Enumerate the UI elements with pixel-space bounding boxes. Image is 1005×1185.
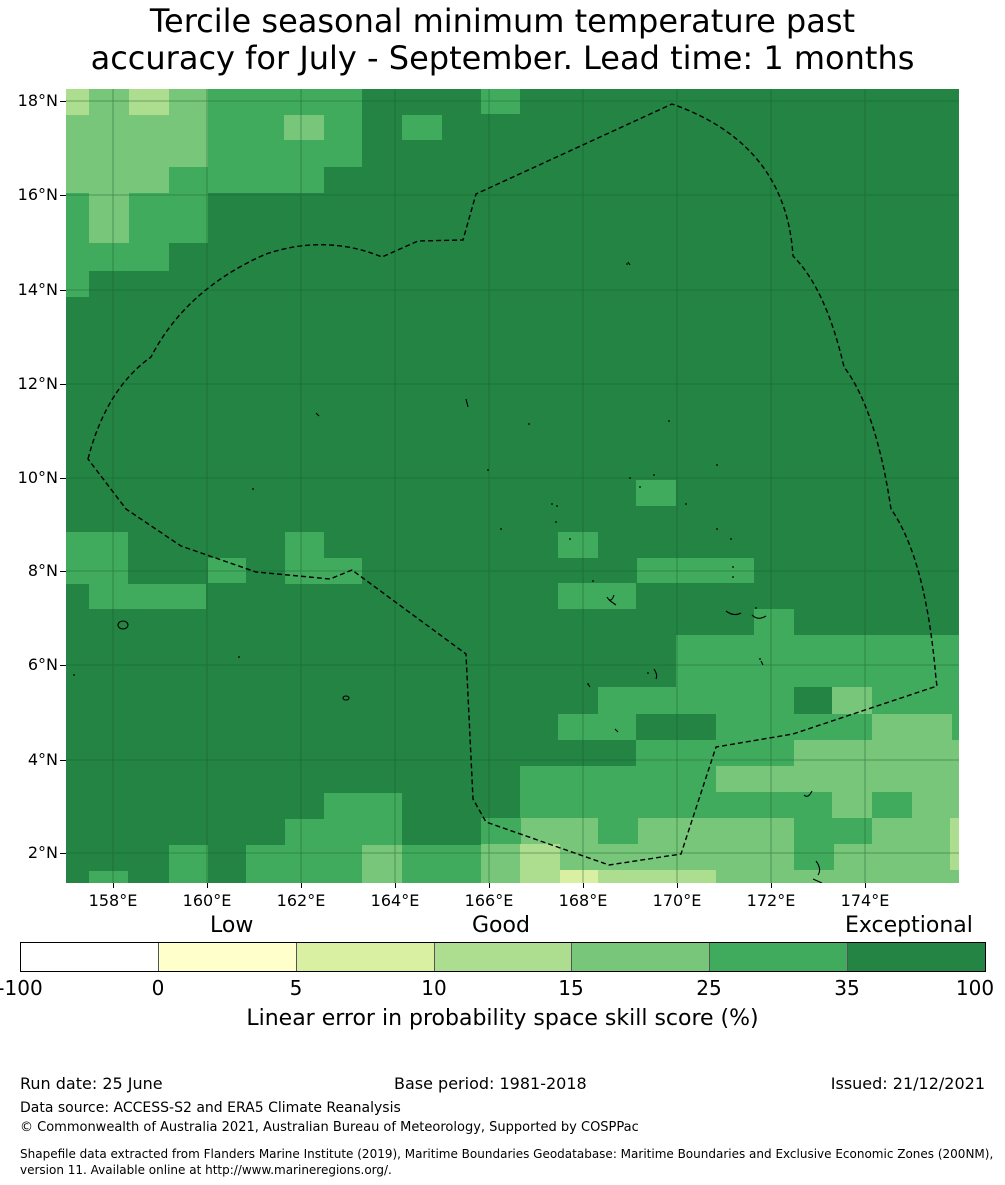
lat-label-16n: 16°N: [17, 185, 58, 204]
base-period: Base period: 1981-2018: [394, 1074, 587, 1093]
lon-tick: [395, 883, 396, 888]
lon-label-170e: 170°E: [652, 891, 702, 910]
map-title: Tercile seasonal minimum temperature pas…: [0, 3, 1005, 77]
colorbar-segment: [158, 943, 297, 971]
lat-tick: [60, 853, 66, 854]
lat-label-14n: 14°N: [17, 280, 58, 299]
raster-cells-top-left: [66, 89, 520, 297]
colorbar-tick: 0: [151, 976, 165, 1000]
colorbar-label: Linear error in probability space skill …: [246, 1006, 759, 1031]
island-dots: [73, 263, 761, 685]
lon-label-174e: 174°E: [840, 891, 890, 910]
title-line-1: Tercile seasonal minimum temperature pas…: [149, 2, 856, 40]
colorbar-tick: 5: [289, 976, 303, 1000]
lat-tick: [60, 478, 66, 479]
raster-cells-bottom-left: [89, 793, 481, 883]
colorbar-tick: 10: [421, 976, 447, 1000]
data-source: Data source: ACCESS-S2 and ERA5 Climate …: [20, 1100, 401, 1116]
lat-label-12n: 12°N: [17, 374, 58, 393]
legend-category-exceptional: Exceptional: [845, 913, 973, 938]
lat-label-8n: 8°N: [27, 561, 58, 580]
colorbar-segment: [848, 943, 986, 971]
lat-label-4n: 4°N: [27, 750, 58, 769]
colorbar: [20, 942, 986, 972]
colorbar-segment: [572, 943, 711, 971]
legend-category-good: Good: [472, 913, 530, 938]
lat-tick: [60, 665, 66, 666]
lat-label-2n: 2°N: [27, 843, 58, 862]
lon-label-168e: 168°E: [558, 891, 608, 910]
shapefile-credit-line-2: version 11. Available online at http://w…: [20, 1163, 392, 1177]
lon-tick: [207, 883, 208, 888]
legend-category-low: Low: [210, 913, 254, 938]
lat-label-6n: 6°N: [27, 655, 58, 674]
raster-cells-left-mid: [66, 532, 362, 609]
issued-date: Issued: 21/12/2021: [830, 1074, 985, 1093]
lon-label-164e: 164°E: [370, 891, 420, 910]
skill-score-map: [66, 89, 959, 883]
lon-tick: [771, 883, 772, 888]
lat-tick: [60, 290, 66, 291]
lon-tick: [489, 883, 490, 888]
lon-tick: [583, 883, 584, 888]
lon-tick: [301, 883, 302, 888]
lon-tick: [677, 883, 678, 888]
lon-label-160e: 160°E: [182, 891, 232, 910]
lat-label-10n: 10°N: [17, 468, 58, 487]
lon-tick: [113, 883, 114, 888]
colorbar-segment: [296, 943, 435, 971]
colorbar-tick: -100: [0, 976, 43, 1000]
colorbar-tick: 35: [834, 976, 860, 1000]
lat-tick: [60, 384, 66, 385]
lon-label-158e: 158°E: [88, 891, 138, 910]
eez-boundary-line: [87, 103, 938, 866]
colorbar-tick: 25: [696, 976, 722, 1000]
copyright: © Commonwealth of Australia 2021, Austra…: [20, 1120, 639, 1135]
lat-tick: [60, 571, 66, 572]
island-outlines: [117, 261, 823, 883]
title-line-2: accuracy for July - September. Lead time…: [90, 39, 915, 77]
colorbar-segment: [21, 943, 159, 971]
lat-tick: [60, 760, 66, 761]
lon-tick: [865, 883, 866, 888]
colorbar-segment: [434, 943, 573, 971]
raster-cells-center: [558, 480, 794, 635]
lat-tick: [60, 101, 66, 102]
lon-label-162e: 162°E: [276, 891, 326, 910]
colorbar-segment: [710, 943, 849, 971]
shapefile-credit-line-1: Shapefile data extracted from Flanders M…: [20, 1147, 994, 1161]
lat-label-18n: 18°N: [17, 91, 58, 110]
lat-tick: [60, 195, 66, 196]
colorbar-tick: 15: [558, 976, 584, 1000]
lon-label-166e: 166°E: [464, 891, 514, 910]
map-raster: [66, 89, 959, 883]
map-grid: [66, 89, 959, 883]
colorbar-tick: 100: [955, 976, 995, 1000]
lon-label-172e: 172°E: [746, 891, 796, 910]
run-date: Run date: 25 June: [20, 1074, 163, 1093]
